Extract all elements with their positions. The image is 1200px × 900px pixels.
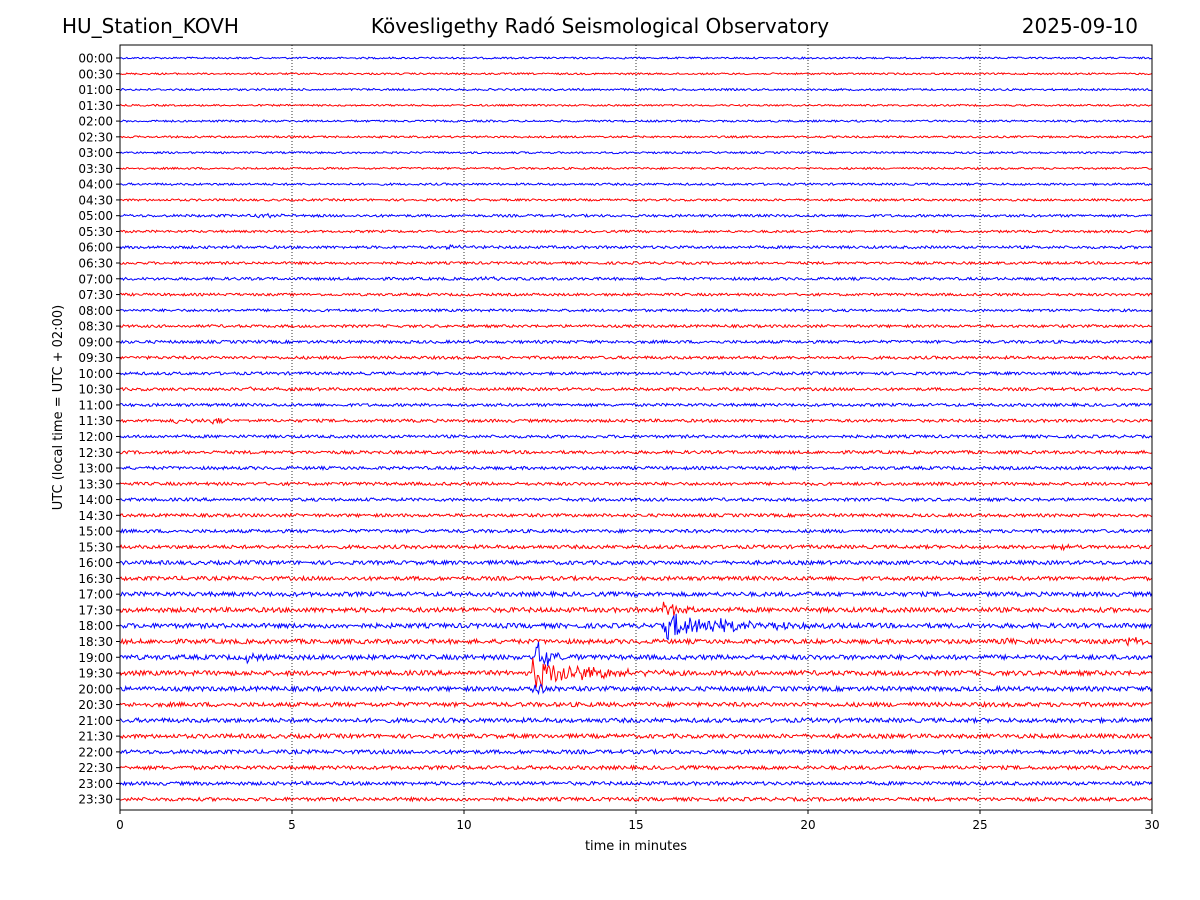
y-tick-label: 23:30 (78, 793, 113, 807)
y-tick-label: 23:00 (78, 777, 113, 791)
y-tick-label: 22:00 (78, 745, 113, 759)
seismic-trace (119, 212, 1153, 219)
y-tick-label: 18:30 (78, 635, 113, 649)
y-tick-label: 03:30 (78, 162, 113, 176)
seismic-trace (119, 386, 1153, 392)
seismic-trace (119, 260, 1153, 266)
seismic-trace (119, 528, 1153, 535)
seismic-trace (119, 402, 1153, 408)
y-tick-label: 09:30 (78, 351, 113, 365)
seismic-trace (119, 780, 1153, 787)
x-tick-label: 20 (800, 818, 815, 832)
y-tick-label: 16:30 (78, 572, 113, 586)
seismic-trace (119, 72, 1153, 76)
seismic-trace (119, 657, 1153, 689)
y-tick-label: 17:30 (78, 603, 113, 617)
y-tick-label: 00:00 (78, 52, 113, 66)
seismic-trace (119, 465, 1153, 472)
y-tick-label: 11:00 (78, 398, 113, 412)
y-tick-label: 18:00 (78, 619, 113, 633)
seismic-trace (119, 481, 1153, 487)
y-tick-label: 12:00 (78, 430, 113, 444)
seismic-trace (119, 134, 1153, 139)
seismic-trace (119, 197, 1153, 202)
seismic-trace (119, 370, 1153, 377)
x-tick-label: 30 (1144, 818, 1159, 832)
seismic-trace (119, 683, 1153, 696)
y-tick-label: 20:30 (78, 698, 113, 712)
x-axis: 0 5 10 15 20 25 30 (116, 810, 1160, 832)
y-tick-label: 08:30 (78, 320, 113, 334)
x-tick-label: 15 (628, 818, 643, 832)
seismic-trace (119, 150, 1153, 155)
y-tick-label: 17:00 (78, 588, 113, 602)
y-tick-label: 05:00 (78, 209, 113, 223)
seismic-trace (119, 700, 1153, 709)
y-tick-label: 14:30 (78, 509, 113, 523)
y-tick-label: 16:00 (78, 556, 113, 570)
y-tick-label: 12:30 (78, 446, 113, 460)
y-tick-label: 07:00 (78, 272, 113, 286)
station-name: HU_Station_KOVH (62, 14, 239, 38)
y-tick-label: 15:30 (78, 540, 113, 554)
y-tick-label: 08:00 (78, 304, 113, 318)
x-tick-label: 25 (972, 818, 987, 832)
y-tick-label: 11:30 (78, 414, 113, 428)
y-tick-label: 21:00 (78, 714, 113, 728)
x-tick-label: 0 (116, 818, 124, 832)
seismic-trace (119, 449, 1153, 456)
y-tick-label: 07:30 (78, 288, 113, 302)
y-tick-label: 02:00 (78, 115, 113, 129)
y-tick-label: 06:30 (78, 257, 113, 271)
y-tick-label: 04:00 (78, 178, 113, 192)
seismic-trace (119, 323, 1153, 329)
y-tick-label: 14:00 (78, 493, 113, 507)
seismic-trace (119, 732, 1153, 740)
seismic-trace (119, 716, 1153, 725)
x-tick-label: 5 (288, 818, 296, 832)
y-tick-label: 19:00 (78, 651, 113, 665)
seismic-trace (119, 243, 1153, 251)
x-tick-label: 10 (456, 818, 471, 832)
y-tick-label: 03:00 (78, 146, 113, 160)
y-tick-label: 06:00 (78, 241, 113, 255)
seismic-trace (119, 613, 1153, 641)
seismic-trace (119, 641, 1153, 667)
y-tick-label: 04:30 (78, 193, 113, 207)
x-axis-label: time in minutes (585, 839, 687, 854)
y-tick-label: 13:30 (78, 477, 113, 491)
y-tick-label: 09:00 (78, 335, 113, 349)
y-tick-label: 10:00 (78, 367, 113, 381)
y-tick-label: 20:00 (78, 682, 113, 696)
y-tick-label: 01:00 (78, 83, 113, 97)
seismic-trace (119, 637, 1153, 647)
seismic-trace (119, 795, 1153, 803)
seismic-trace (119, 496, 1153, 503)
grid-layer (291, 45, 981, 810)
y-tick-label: 13:00 (78, 462, 113, 476)
y-tick-label: 21:30 (78, 730, 113, 744)
y-axis-label: UTC (local time = UTC + 02:00) (51, 305, 66, 510)
y-tick-label: 02:30 (78, 130, 113, 144)
y-tick-label: 19:30 (78, 667, 113, 681)
y-tick-label: 00:30 (78, 67, 113, 81)
y-tick-label: 10:30 (78, 383, 113, 397)
y-tick-label: 15:00 (78, 525, 113, 539)
y-tick-label: 22:30 (78, 761, 113, 775)
chart-title: Kövesligethy Radó Seismological Observat… (370, 14, 830, 38)
chart-date: 2025-09-10 (1021, 14, 1138, 38)
y-tick-label: 01:30 (78, 99, 113, 113)
y-tick-label: 05:30 (78, 225, 113, 239)
